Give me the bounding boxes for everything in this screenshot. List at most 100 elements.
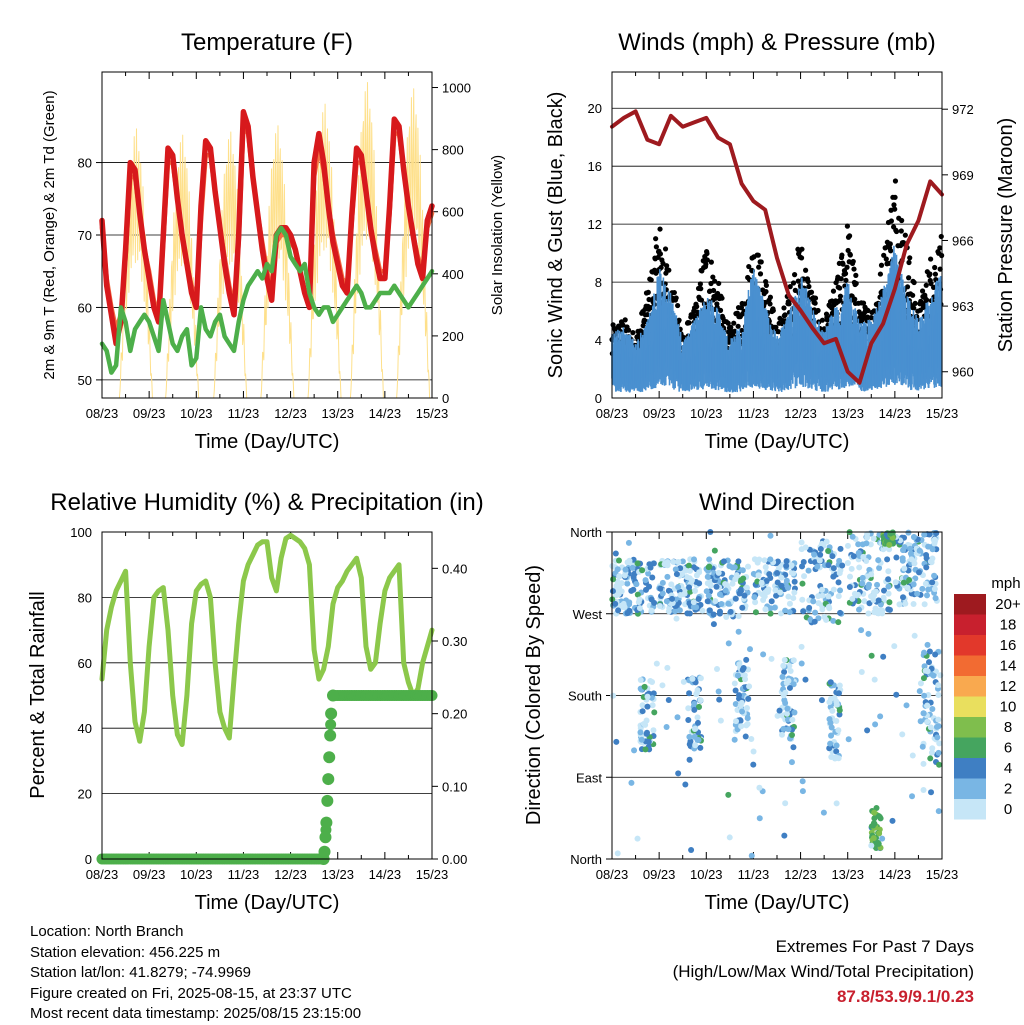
panel1-y2label: Solar Insolation (Yellow) <box>489 155 506 315</box>
panel1-ytick-label: 80 <box>78 156 92 171</box>
gust-point <box>731 320 737 326</box>
direction-point <box>828 724 835 731</box>
gust-point <box>888 248 894 254</box>
direction-point <box>835 619 842 626</box>
direction-point <box>767 610 774 617</box>
gust-point <box>738 305 745 311</box>
direction-point <box>694 714 701 721</box>
panel1-ytick-label: 60 <box>78 300 92 315</box>
gust-point <box>815 307 821 314</box>
direction-point <box>933 530 940 537</box>
panel4-xtick-label: 09/23 <box>643 867 676 882</box>
direction-point <box>909 752 916 759</box>
direction-point <box>616 573 623 580</box>
direction-point <box>752 609 759 616</box>
precip-point <box>324 729 337 742</box>
direction-point <box>823 538 830 545</box>
gust-point <box>719 295 725 301</box>
direction-point <box>725 791 732 798</box>
direction-point <box>791 589 798 596</box>
gust-point <box>646 296 652 303</box>
direction-point <box>762 606 769 613</box>
direction-point <box>827 740 834 747</box>
direction-point <box>799 788 806 795</box>
direction-point <box>859 574 866 581</box>
direction-point <box>837 609 844 616</box>
gust-point <box>824 317 830 323</box>
panel1-xtick-label: 10/23 <box>180 406 213 421</box>
extremes-values: 87.8/53.9/9.1/0.23 <box>836 987 974 1006</box>
panel3-frame <box>101 531 433 860</box>
direction-point <box>846 584 853 591</box>
direction-point <box>733 572 740 579</box>
direction-point <box>639 567 646 574</box>
direction-point <box>772 587 779 594</box>
direction-point <box>776 707 783 714</box>
direction-point <box>685 562 692 569</box>
panel2-y2label: Station Pressure (Maroon) <box>995 118 1017 353</box>
precip-point <box>320 816 333 829</box>
legend-label: 6 <box>1004 740 1012 757</box>
direction-point <box>924 668 931 675</box>
direction-point <box>621 604 628 611</box>
legend-swatch <box>954 676 986 697</box>
direction-point <box>763 578 770 585</box>
direction-point <box>675 584 682 591</box>
direction-point <box>812 609 819 616</box>
panel3-xtick-label: 08/23 <box>86 867 119 882</box>
direction-point <box>891 643 898 650</box>
panel4-ytick-label: West <box>573 607 603 622</box>
direction-point <box>639 702 646 709</box>
direction-point <box>624 610 631 617</box>
station-latlon: Station lat/lon: 41.8279; -74.9969 <box>30 964 252 981</box>
gust-point <box>808 289 815 295</box>
gust-point <box>865 307 871 314</box>
direction-point <box>743 722 750 729</box>
direction-point <box>718 600 725 607</box>
direction-point <box>777 589 784 596</box>
direction-point <box>827 695 834 702</box>
direction-point <box>613 738 620 745</box>
direction-point <box>892 579 899 586</box>
gust-point <box>902 232 908 238</box>
gust-point <box>806 283 812 290</box>
direction-point <box>910 581 917 588</box>
direction-point <box>782 607 789 614</box>
direction-point <box>624 580 631 587</box>
gust-point <box>755 252 761 258</box>
direction-point <box>755 572 762 579</box>
direction-point <box>932 595 939 602</box>
direction-point <box>691 726 698 733</box>
legend-title: mph <box>991 575 1020 592</box>
direction-point <box>801 573 808 580</box>
legend-swatch <box>954 635 986 656</box>
direction-point <box>825 603 832 610</box>
direction-point <box>748 735 755 742</box>
direction-point <box>628 587 635 594</box>
direction-point <box>870 822 877 829</box>
direction-point <box>663 598 670 605</box>
gust-point <box>703 261 709 267</box>
direction-point <box>844 542 851 549</box>
panel4-ytick-label: North <box>570 525 602 540</box>
gust-point <box>932 264 938 271</box>
direction-point <box>686 733 693 740</box>
direction-point <box>628 779 635 786</box>
direction-point <box>934 734 941 741</box>
direction-point <box>668 581 675 588</box>
direction-point <box>877 713 884 720</box>
direction-point <box>785 716 792 723</box>
legend-label: 8 <box>1004 719 1012 736</box>
gust-point <box>938 233 944 240</box>
direction-point <box>716 591 723 598</box>
gust-point <box>842 270 849 277</box>
gust-point <box>739 327 745 334</box>
direction-point <box>924 641 931 648</box>
direction-point <box>778 731 785 738</box>
gust-point <box>658 264 664 271</box>
panel3-xtick-label: 10/23 <box>180 867 213 882</box>
legend-label: 10 <box>1000 699 1017 716</box>
humidity-line <box>99 532 435 747</box>
panel3-y2tick-label: 0.40 <box>442 561 467 576</box>
direction-point <box>642 577 649 584</box>
